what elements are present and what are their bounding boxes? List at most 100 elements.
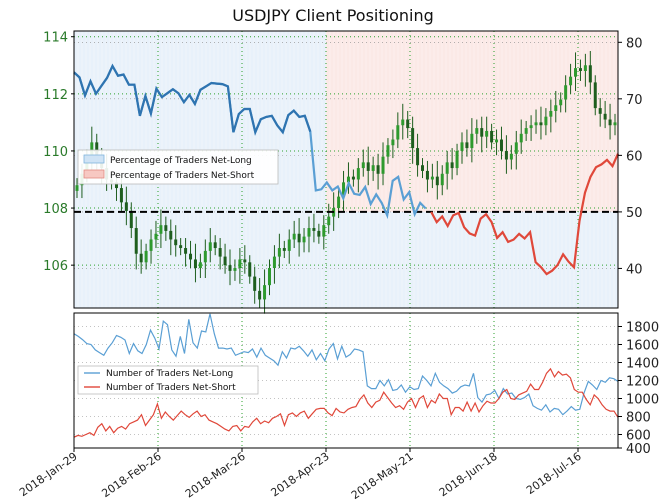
candle-body: [134, 228, 138, 254]
series-line-count-net-short: [73, 367, 619, 438]
y-tick-price: 108: [43, 202, 68, 217]
legend-label-long-pct: Percentage of Traders Net-Long: [110, 156, 252, 166]
y-tick-pct: 40: [626, 262, 643, 277]
candle-body: [509, 153, 513, 160]
y-tick-price: 114: [43, 31, 68, 46]
candle-body: [277, 248, 281, 257]
y-tick-pct: 80: [626, 36, 643, 51]
candle-body: [356, 168, 360, 180]
candle-body: [114, 182, 118, 189]
candle-body: [588, 65, 592, 83]
candle-body: [549, 110, 553, 117]
candle-body: [470, 133, 474, 149]
candle-body: [583, 65, 587, 71]
y-tick-count: 1400: [626, 357, 659, 372]
y-tick-pct: 50: [626, 206, 643, 221]
candle-body: [480, 128, 484, 137]
candle-body: [179, 245, 183, 249]
candle-body: [327, 216, 331, 226]
candle-body: [243, 259, 247, 263]
legend-pct: Percentage of Traders Net-Long Percentage…: [77, 149, 279, 185]
candle-body: [490, 130, 494, 143]
candle-body: [184, 248, 188, 254]
y-tick-price: 112: [43, 88, 68, 103]
candles: [75, 50, 617, 314]
candle-body: [258, 290, 262, 300]
candle-body: [495, 139, 499, 143]
candle-body: [524, 128, 528, 134]
candle-body: [593, 82, 597, 109]
candle-body: [361, 162, 365, 169]
legend-swatch-short-pct: [83, 169, 105, 179]
y-tick-count: 1000: [626, 393, 659, 408]
y-tick-price: 106: [43, 259, 68, 274]
y-tick-count: 1600: [626, 339, 659, 354]
x-tick-date: 2018-Mar-26: [183, 450, 248, 501]
candle-body: [351, 176, 355, 180]
candle-body: [396, 125, 400, 140]
candle-body: [534, 122, 538, 126]
candle-body: [465, 142, 469, 149]
candle-body: [578, 68, 582, 71]
candle-body: [386, 145, 390, 157]
candle-body: [149, 239, 153, 251]
candle-body: [450, 162, 454, 169]
candle-body: [218, 248, 222, 257]
legend-swatch-long-pct: [83, 154, 105, 164]
candle-body: [564, 85, 568, 100]
candle-body: [519, 133, 523, 143]
candle-body: [282, 248, 286, 251]
candle-body: [193, 259, 197, 269]
candle-body: [598, 108, 602, 114]
legend-count: Number of Traders Net-Long Number of Trad…: [77, 365, 259, 395]
series-line-count-net-long: [73, 313, 619, 416]
candle-body: [376, 165, 380, 174]
candle-body: [342, 182, 346, 197]
candle-body: [544, 116, 548, 126]
candle-body: [569, 76, 573, 86]
candle-body: [302, 236, 306, 243]
candle-body: [208, 242, 212, 251]
candle-body: [559, 99, 563, 106]
candle-body: [460, 142, 464, 151]
x-tick-date: 2018-Jul-16: [524, 450, 584, 497]
candle-body: [440, 173, 444, 186]
candle-body: [297, 233, 301, 243]
candle-body: [164, 225, 168, 231]
candle-body: [317, 230, 321, 237]
candle-body: [539, 122, 543, 126]
candle-body: [475, 128, 479, 134]
y-tick-count: 1800: [626, 321, 659, 336]
y-tick-price: 110: [43, 145, 68, 160]
x-tick-date: 2018-Apr-23: [269, 450, 332, 500]
candle-body: [233, 268, 237, 271]
candle-body: [253, 276, 257, 291]
y-tick-count: 1200: [626, 375, 659, 390]
candle-body: [267, 268, 271, 286]
candle-body: [154, 233, 158, 240]
x-tick-date: 2018-May-21: [349, 450, 416, 502]
legend-count-box: [77, 365, 259, 395]
candle-body: [213, 242, 217, 249]
candle-body: [144, 250, 148, 263]
series-line-net-long-pct-dark: [73, 63, 312, 136]
candle-body: [529, 125, 533, 129]
x-tick-date: 2018-Jun-18: [437, 450, 500, 499]
candle-body: [499, 139, 503, 151]
candle-body: [124, 202, 128, 211]
candle-body: [421, 165, 425, 171]
candle-body: [435, 176, 439, 186]
candle-body: [292, 233, 296, 240]
candle-body: [169, 230, 173, 240]
y-tick-count: 400: [626, 442, 651, 457]
candle-body: [406, 119, 410, 129]
candle-body: [391, 139, 395, 146]
candle-body: [514, 142, 518, 154]
candle-body: [346, 176, 350, 183]
candle-body: [445, 162, 449, 174]
candle-body: [485, 130, 489, 137]
candle-body: [366, 162, 370, 171]
candle-body: [603, 113, 607, 120]
